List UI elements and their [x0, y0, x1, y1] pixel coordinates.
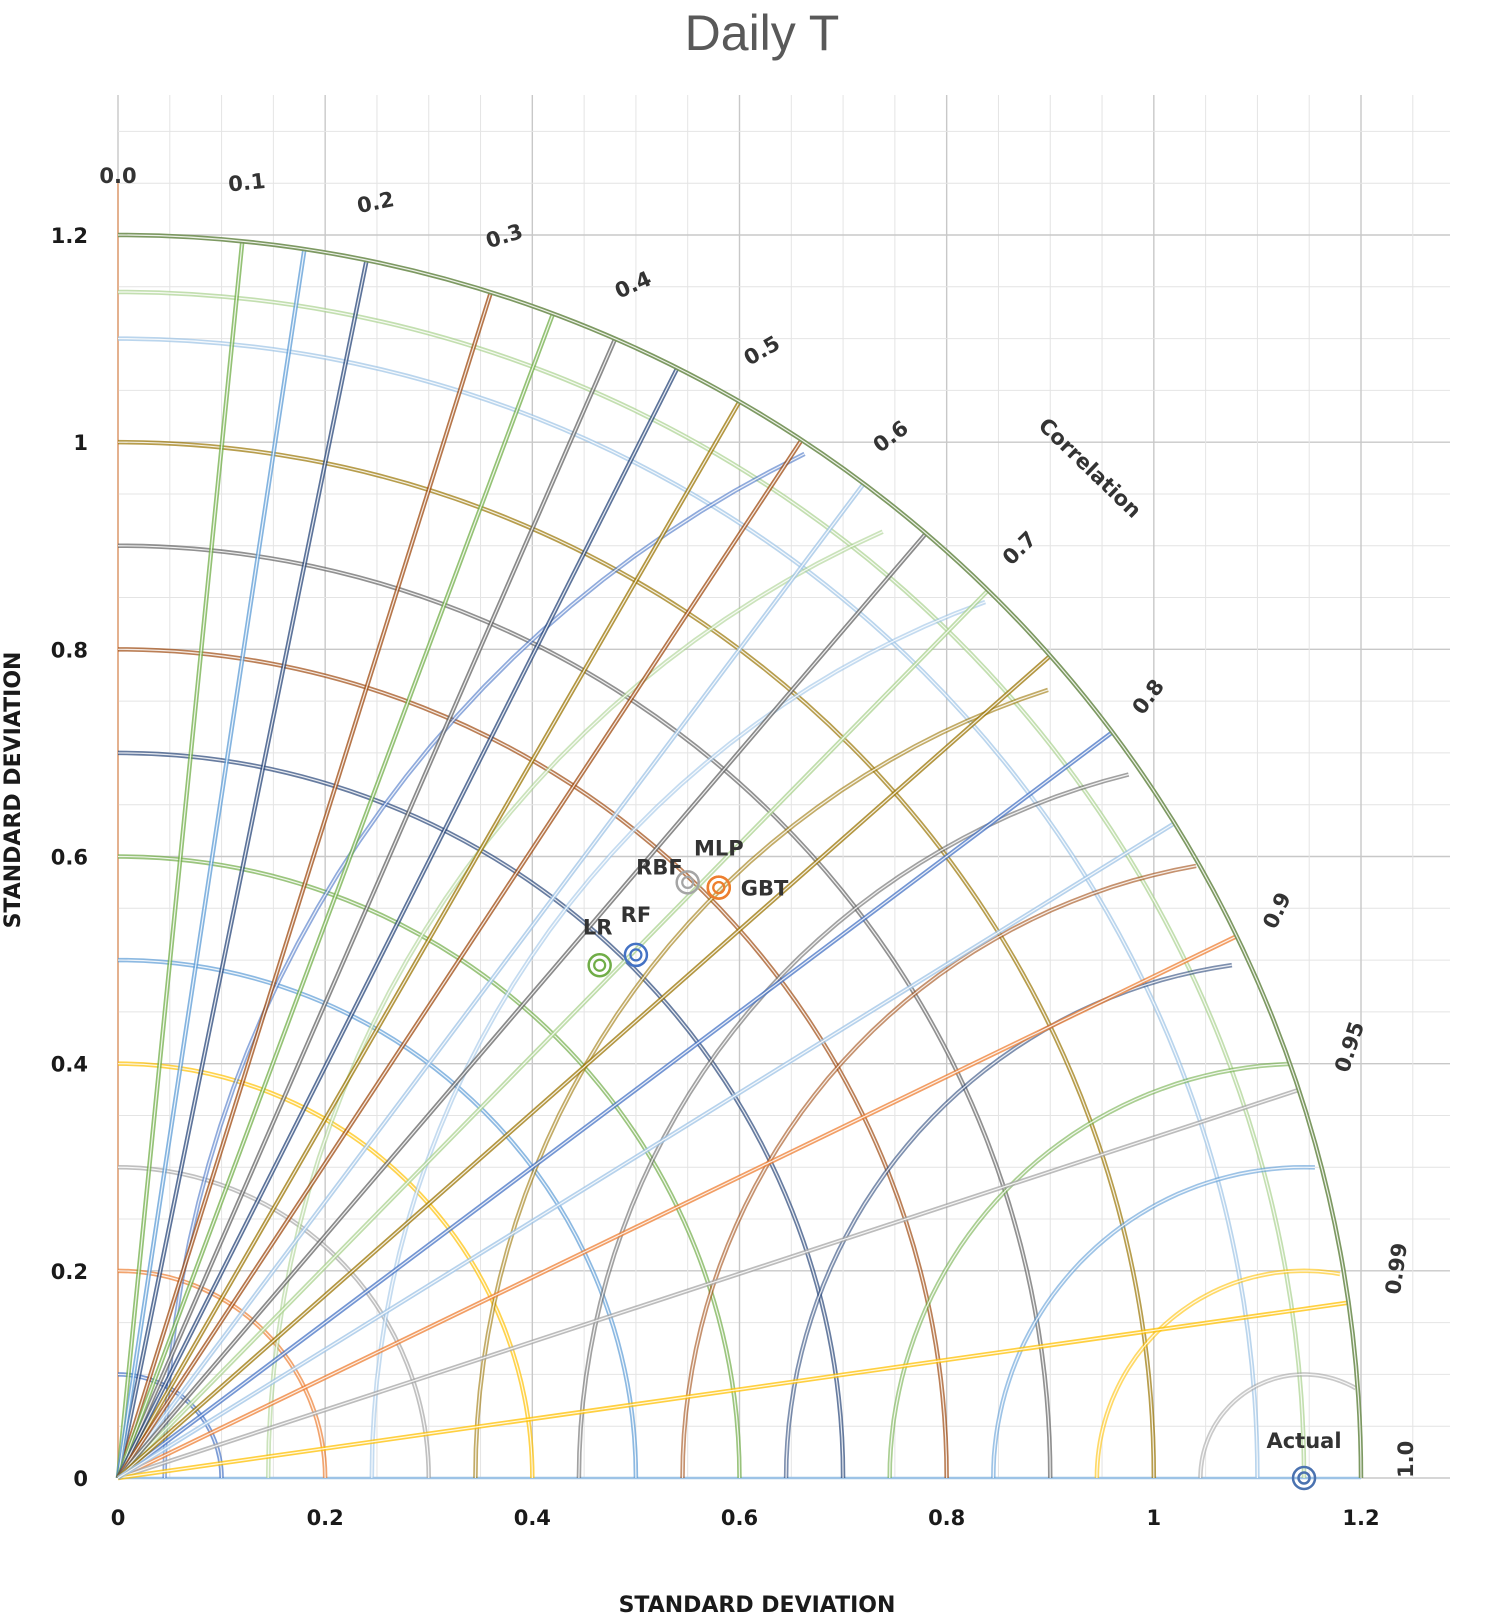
- correlation-ray-inner: [117, 731, 1113, 1479]
- correlation-ray-inner: [117, 1302, 1349, 1479]
- correlation-ray-inner: [117, 822, 1175, 1479]
- correlation-ray-inner: [117, 589, 989, 1479]
- reference-point-outer: [1291, 1465, 1317, 1491]
- correlation-tick-label: 0.99: [1381, 1241, 1412, 1296]
- y-tick-label: 1: [73, 431, 88, 455]
- axis-ticks: 0 0.2 0.4 0.6 0.8 1 1.2 0 0.2 0.4 0.6 0.8 1 1.2: [51, 224, 1380, 1530]
- rmsd-arc-inner: [371, 601, 986, 1479]
- correlation-ray-inner: [117, 241, 243, 1479]
- y-axis-label: STANDARD DEVIATION: [1, 652, 26, 929]
- correlation-ray-inner: [117, 259, 368, 1479]
- rmsd-arc: [162, 451, 806, 1479]
- correlation-ray-inner: [117, 292, 492, 1479]
- point-rbf-outer: [675, 870, 700, 895]
- model-points: Actual LR RF RBF MLP GBT: [583, 837, 1342, 1491]
- rmsd-arc-inner: [889, 1063, 1290, 1479]
- std-arc-inner: [117, 337, 1259, 1479]
- correlation-ray-inner: [117, 367, 678, 1479]
- std-arc-inner: [117, 959, 637, 1479]
- point-lr-outer: [587, 953, 612, 978]
- y-tick-label: 0: [73, 1467, 88, 1491]
- correlation-ray-inner: [117, 1089, 1300, 1479]
- point-mlp-label: MLP: [694, 837, 744, 861]
- correlation-tick-label: 0.5: [740, 331, 784, 370]
- chart-title: Daily T: [685, 5, 840, 61]
- correlation-labels: 0.0 0.1 0.2 0.3 0.4 0.5 0.6 0.7 0.8 0.9 0.95 0.99 1.…: [99, 164, 1417, 1478]
- point-rbf-label: RBF: [636, 855, 683, 879]
- correlation-tick-label: 0.4: [611, 266, 655, 303]
- x-tick-label: 0: [111, 1506, 126, 1530]
- point-lr-label: LR: [583, 915, 613, 939]
- correlation-tick-label: 0.95: [1330, 1019, 1369, 1076]
- correlation-ray-inner: [117, 935, 1237, 1479]
- point-gbt-inner: [712, 880, 726, 895]
- correlation-ray-inner: [117, 248, 306, 1479]
- x-tick-label: 0.2: [307, 1506, 344, 1530]
- rmsd-arc: [783, 962, 1233, 1479]
- point-rf-outer: [623, 942, 649, 968]
- correlation-tick-label: 0.2: [355, 187, 396, 218]
- rmsd-arc-inner: [1096, 1270, 1341, 1479]
- x-tick-label: 0.4: [514, 1506, 551, 1530]
- correlation-tick-label: 1.0: [1394, 1441, 1418, 1478]
- correlation-ray-inner: [117, 401, 741, 1479]
- correlation-ray-inner: [117, 655, 1051, 1479]
- std-arc-inner: [117, 1166, 430, 1479]
- y-tick-label: 0.4: [51, 1053, 88, 1077]
- correlation-tick-label: 0.1: [227, 169, 266, 197]
- rmsd-arc-inner: [681, 865, 1197, 1479]
- std-arc: [117, 289, 1307, 1479]
- correlation-rays: [115, 241, 1349, 1481]
- correlation-tick-label: 0.0: [99, 164, 136, 188]
- correlation-tick-label: 0.7: [998, 527, 1041, 570]
- correlation-ray-inner: [117, 483, 865, 1479]
- std-arc-inner: [117, 1063, 533, 1479]
- x-tick-label: 1: [1147, 1506, 1162, 1530]
- outer-arc: [117, 232, 1364, 1479]
- rmsd-arc-inner: [474, 689, 1049, 1479]
- std-arc-inner: [117, 545, 1051, 1479]
- point-rf-inner: [629, 948, 643, 962]
- correlation-tick-label: 0.3: [483, 219, 526, 253]
- correlation-tick-label: 0.9: [1258, 889, 1296, 933]
- std-arc-inner: [117, 291, 1305, 1479]
- point-rbf-inner: [681, 875, 695, 889]
- correlation-ray-inner: [117, 533, 927, 1479]
- rmsd-arc-inner: [267, 531, 883, 1479]
- rmsd-arc-inner: [1199, 1373, 1357, 1479]
- x-tick-label: 0.6: [721, 1506, 758, 1530]
- x-tick-label: 0.8: [928, 1506, 965, 1530]
- point-rf-label: RF: [621, 903, 652, 927]
- rmsd-arc-inner: [992, 1166, 1315, 1479]
- point-gbt-outer: [706, 875, 732, 900]
- reference-point-inner: [1297, 1471, 1311, 1485]
- outer-arc-line-inner: [117, 234, 1362, 1479]
- rmsd-arc-inner: [164, 453, 805, 1479]
- rmsd-arc: [265, 529, 884, 1479]
- y-tick-label: 0.6: [51, 846, 88, 870]
- grid: [117, 95, 1450, 1480]
- reference-point-label: Actual: [1266, 1429, 1341, 1453]
- correlation-ray-inner: [117, 439, 803, 1479]
- correlation-ray-inner: [117, 338, 616, 1479]
- x-axis-label: STANDARD DEVIATION: [619, 1593, 896, 1618]
- point-lr-inner: [593, 958, 607, 972]
- std-arc-inner: [117, 648, 948, 1479]
- correlation-tick-label: 0.8: [1127, 675, 1169, 719]
- std-arc-inner: [117, 855, 741, 1479]
- point-gbt-label: GBT: [741, 877, 789, 901]
- x-tick-label: 1.2: [1342, 1506, 1379, 1530]
- correlation-tick-label: 0.6: [869, 416, 913, 458]
- y-tick-label: 1.2: [51, 224, 88, 248]
- y-tick-label: 0.8: [51, 638, 88, 662]
- y-tick-label: 0.2: [51, 1260, 88, 1284]
- correlation-ray-inner: [117, 313, 554, 1479]
